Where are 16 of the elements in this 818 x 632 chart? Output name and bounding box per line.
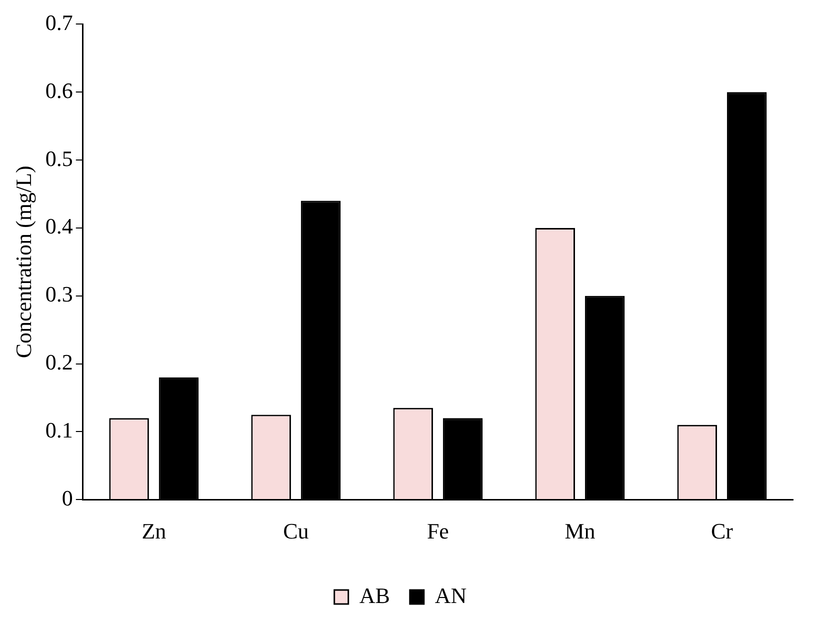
legend-label: AB bbox=[359, 582, 390, 608]
y-tick-label: 0.7 bbox=[45, 10, 73, 35]
x-tick-label: Zn bbox=[142, 518, 166, 544]
legend-label: AN bbox=[434, 582, 467, 608]
y-tick-label: 0.6 bbox=[45, 78, 73, 103]
y-tick-label: 0.3 bbox=[45, 282, 73, 307]
y-axis-title: Concentration (mg/L) bbox=[10, 166, 36, 358]
y-tick-label: 0.4 bbox=[45, 214, 73, 239]
y-tick-label: 0.5 bbox=[45, 146, 73, 171]
x-tick-label: Fe bbox=[426, 518, 449, 544]
x-tick-label: Cu bbox=[283, 518, 309, 544]
x-tick-label: Cr bbox=[710, 518, 734, 544]
x-tick-label: Mn bbox=[564, 518, 596, 544]
y-tick-label: 0.2 bbox=[45, 350, 73, 375]
y-tick-label: 0.1 bbox=[45, 417, 73, 442]
y-tick-label: 0 bbox=[62, 485, 73, 510]
